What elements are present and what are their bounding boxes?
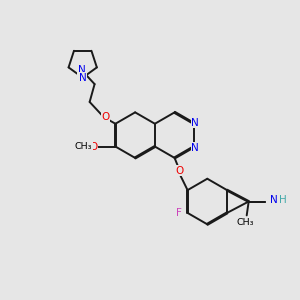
Text: O: O xyxy=(89,142,98,152)
Text: N: N xyxy=(79,73,87,83)
Text: N: N xyxy=(270,194,278,205)
Text: CH₃: CH₃ xyxy=(75,142,92,151)
Text: H: H xyxy=(279,194,286,205)
Text: O: O xyxy=(176,166,184,176)
Text: N: N xyxy=(191,142,199,152)
Text: N: N xyxy=(191,118,199,128)
Text: CH₃: CH₃ xyxy=(237,218,254,227)
Text: O: O xyxy=(101,112,110,122)
Text: N: N xyxy=(78,65,86,75)
Text: F: F xyxy=(176,208,182,218)
